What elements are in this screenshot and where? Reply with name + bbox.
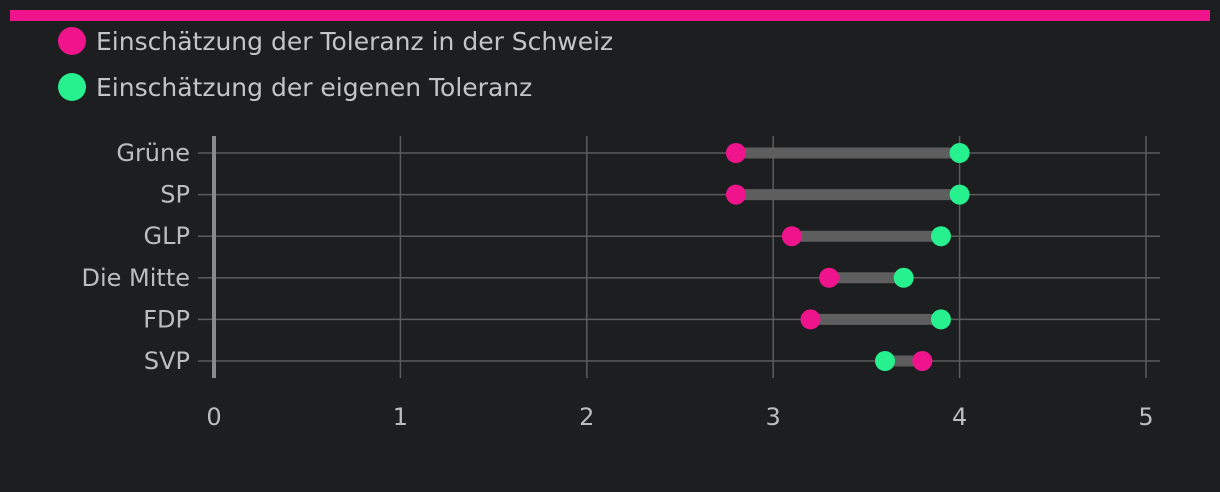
point-own	[875, 351, 896, 371]
marks-layer	[725, 143, 970, 371]
point-own	[930, 309, 951, 330]
legend: Einschätzung der Toleranz in der Schweiz…	[58, 26, 613, 118]
legend-marker-own	[58, 73, 86, 101]
accent-bar	[10, 10, 1210, 21]
point-switzerland	[912, 351, 933, 371]
labels-layer: 0 1 2 3 4 5 Grüne SP GLP Die Mitte FDP SVP	[81, 139, 1153, 431]
point-own	[893, 267, 914, 288]
point-switzerland	[819, 267, 840, 288]
point-switzerland	[725, 143, 746, 163]
x-tick-label: 3	[766, 403, 781, 431]
category-label: SP	[160, 181, 190, 209]
category-label: GLP	[144, 222, 190, 250]
legend-item-own[interactable]: Einschätzung der eigenen Toleranz	[58, 72, 613, 102]
legend-marker-switzerland	[58, 27, 86, 55]
x-tick-label: 0	[206, 403, 221, 431]
category-label: Die Mitte	[81, 264, 190, 292]
point-switzerland	[725, 184, 746, 205]
point-switzerland	[800, 309, 821, 330]
legend-item-switzerland[interactable]: Einschätzung der Toleranz in der Schweiz	[58, 26, 613, 56]
legend-label-own: Einschätzung der eigenen Toleranz	[96, 72, 533, 102]
x-tick-label: 1	[393, 403, 408, 431]
x-tick-label: 4	[952, 403, 967, 431]
point-own	[949, 184, 970, 205]
grid-layer	[198, 136, 1160, 378]
point-own	[930, 226, 951, 247]
legend-label-switzerland: Einschätzung der Toleranz in der Schweiz	[96, 26, 614, 56]
x-tick-label: 5	[1138, 403, 1153, 431]
category-label: Grüne	[116, 139, 190, 167]
point-switzerland	[781, 226, 802, 247]
category-label: FDP	[143, 305, 190, 333]
point-own	[949, 143, 970, 163]
x-tick-label: 2	[579, 403, 594, 431]
category-label: SVP	[144, 347, 190, 375]
